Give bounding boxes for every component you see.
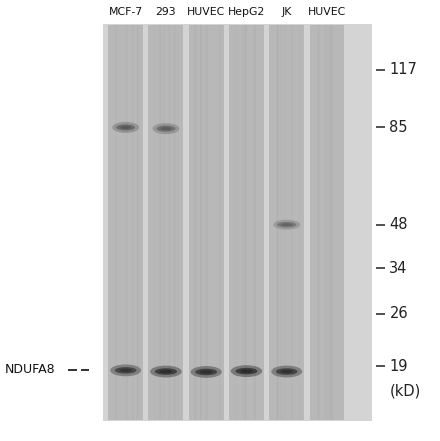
- Bar: [330, 25, 333, 420]
- Bar: [284, 25, 286, 420]
- Bar: [174, 25, 177, 420]
- Text: 85: 85: [389, 120, 408, 135]
- Bar: [298, 25, 301, 420]
- Bar: [178, 25, 180, 420]
- Bar: [309, 25, 345, 420]
- Bar: [159, 25, 162, 420]
- Bar: [229, 25, 264, 420]
- Bar: [282, 25, 285, 420]
- Bar: [317, 25, 319, 420]
- Ellipse shape: [115, 367, 136, 374]
- Text: 117: 117: [389, 62, 417, 78]
- Text: HUVEC: HUVEC: [187, 7, 225, 17]
- Bar: [123, 25, 125, 420]
- Bar: [241, 25, 243, 420]
- Ellipse shape: [200, 370, 213, 374]
- Ellipse shape: [110, 364, 141, 376]
- Ellipse shape: [281, 370, 293, 374]
- Text: HepG2: HepG2: [228, 7, 265, 17]
- Bar: [330, 25, 332, 420]
- Bar: [245, 25, 247, 420]
- Bar: [115, 25, 117, 420]
- Ellipse shape: [160, 370, 172, 374]
- Ellipse shape: [277, 222, 296, 228]
- Ellipse shape: [157, 126, 175, 132]
- Bar: [254, 25, 256, 420]
- Ellipse shape: [240, 370, 253, 373]
- Bar: [137, 25, 139, 420]
- Bar: [132, 25, 134, 420]
- Bar: [136, 25, 139, 420]
- Ellipse shape: [153, 123, 180, 134]
- Bar: [168, 25, 171, 420]
- Bar: [154, 25, 157, 420]
- Bar: [323, 25, 326, 420]
- Bar: [245, 25, 247, 420]
- Bar: [219, 25, 221, 420]
- Bar: [253, 25, 256, 420]
- Bar: [103, 24, 372, 421]
- Bar: [333, 25, 334, 420]
- Text: NDUFA8: NDUFA8: [4, 363, 55, 376]
- Bar: [126, 25, 128, 420]
- Bar: [290, 25, 293, 420]
- Text: MCF-7: MCF-7: [109, 7, 143, 17]
- Bar: [163, 25, 165, 420]
- Text: JK: JK: [282, 7, 292, 17]
- Text: (kD): (kD): [389, 383, 421, 398]
- Bar: [194, 25, 196, 420]
- Bar: [206, 25, 208, 420]
- Bar: [269, 25, 304, 420]
- Bar: [108, 25, 143, 420]
- Ellipse shape: [231, 365, 262, 377]
- Bar: [148, 25, 183, 420]
- Ellipse shape: [116, 124, 135, 131]
- Ellipse shape: [276, 368, 297, 375]
- Text: 34: 34: [389, 261, 408, 276]
- Ellipse shape: [191, 366, 222, 378]
- Bar: [244, 25, 245, 420]
- Text: 26: 26: [389, 306, 408, 321]
- Ellipse shape: [150, 366, 182, 377]
- Bar: [189, 25, 224, 420]
- Ellipse shape: [155, 368, 177, 375]
- Ellipse shape: [271, 366, 302, 377]
- Bar: [327, 25, 330, 420]
- Bar: [158, 25, 161, 420]
- Text: 48: 48: [389, 217, 408, 232]
- Bar: [276, 25, 278, 420]
- Bar: [200, 25, 202, 420]
- Text: 293: 293: [156, 7, 176, 17]
- Bar: [242, 25, 245, 420]
- Bar: [325, 25, 327, 420]
- Bar: [280, 25, 282, 420]
- Ellipse shape: [273, 220, 300, 230]
- Bar: [137, 25, 140, 420]
- Ellipse shape: [112, 122, 139, 133]
- Text: 19: 19: [389, 359, 408, 374]
- Bar: [195, 25, 197, 420]
- Ellipse shape: [281, 223, 292, 226]
- Bar: [126, 25, 128, 420]
- Bar: [204, 25, 206, 420]
- Bar: [277, 25, 279, 420]
- Ellipse shape: [235, 368, 257, 374]
- Bar: [200, 25, 201, 420]
- Bar: [235, 25, 238, 420]
- Ellipse shape: [195, 369, 217, 375]
- Bar: [200, 25, 202, 420]
- Ellipse shape: [120, 369, 132, 372]
- Bar: [277, 25, 279, 420]
- Bar: [173, 25, 176, 420]
- Text: HUVEC: HUVEC: [308, 7, 346, 17]
- Ellipse shape: [161, 127, 171, 130]
- Ellipse shape: [120, 126, 131, 129]
- Bar: [318, 25, 320, 420]
